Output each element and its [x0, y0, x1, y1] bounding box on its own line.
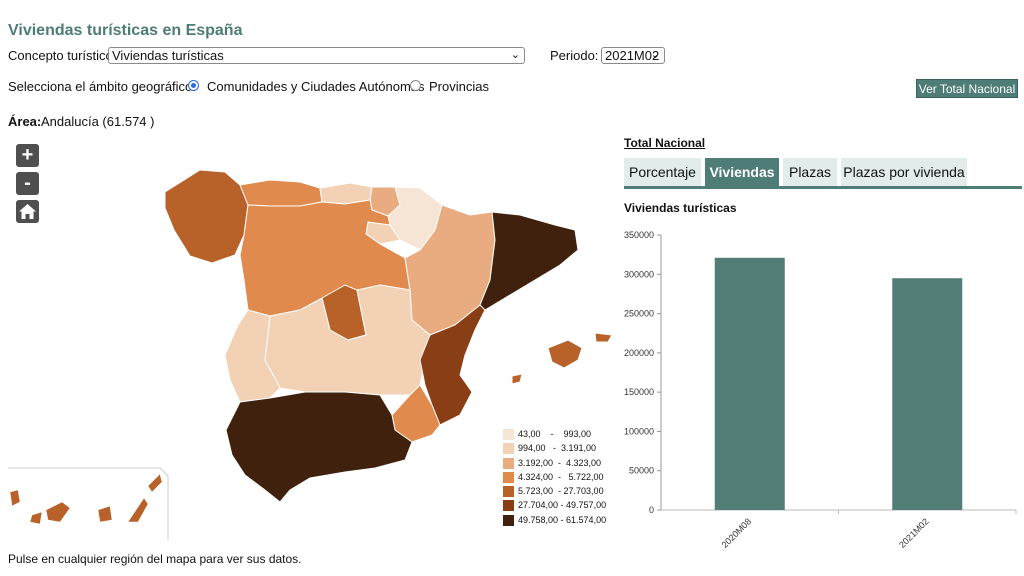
region-baleares-menorca[interactable]: [594, 332, 613, 343]
legend-swatch: [503, 514, 514, 526]
region-canarias-5[interactable]: [127, 497, 149, 523]
concept-select-value: Viviendas turísticas: [112, 48, 224, 63]
bar: [714, 257, 785, 510]
period-select-value: 2021M02: [605, 48, 660, 63]
y-tick-label: 300000: [624, 269, 654, 279]
y-tick-label: 350000: [624, 230, 654, 240]
x-tick-label: 2021M02: [897, 516, 931, 550]
legend-swatch: [503, 486, 514, 498]
legend-label: 3.192,00 - 4.323,00: [518, 457, 602, 468]
tab-plazas[interactable]: Plazas: [783, 158, 837, 186]
region-baleares[interactable]: [547, 339, 583, 369]
period-label: Periodo:: [550, 48, 599, 63]
region-canarias-3[interactable]: [45, 501, 71, 523]
canarias-inset-frame: [8, 467, 169, 540]
area-label: Área:: [8, 114, 42, 129]
legend-label: 4.324,00 - 5.722,00: [518, 471, 604, 482]
tab-viviendas[interactable]: Viviendas: [705, 158, 779, 186]
chevron-down-icon: ⌄: [510, 49, 520, 61]
map-hint-text: Pulse en cualquier región del mapa para …: [8, 552, 302, 566]
x-tick-label: 2020M08: [720, 516, 754, 550]
legend-label: 43,00 - 993,00: [518, 429, 592, 439]
spain-map: [8, 169, 613, 540]
region-galicia[interactable]: [164, 169, 249, 264]
region-canarias[interactable]: [9, 489, 21, 507]
radio-comunidades[interactable]: [188, 80, 199, 91]
chart-title: Viviendas turísticas: [624, 201, 737, 215]
legend-swatch: [503, 471, 514, 483]
radio-provincias-label[interactable]: Provincias: [429, 79, 489, 94]
y-tick-label: 100000: [624, 426, 654, 436]
y-tick-label: 200000: [624, 348, 654, 358]
y-tick-label: 250000: [624, 309, 654, 319]
region-cataluna[interactable]: [479, 211, 579, 311]
chevron-down-icon: ⌄: [650, 49, 660, 61]
radio-comunidades-label[interactable]: Comunidades y Ciudades Autónomas: [207, 79, 425, 94]
area-value: Andalucía (61.574 ): [41, 114, 155, 129]
total-nacional-title: Total Nacional: [624, 136, 706, 150]
legend-swatch: [503, 457, 514, 469]
region-canarias-6[interactable]: [147, 473, 163, 493]
zoom-out-button[interactable]: -: [16, 172, 39, 195]
legend-label: 49.758,00 - 61.574,00: [518, 514, 607, 525]
ver-total-nacional-button[interactable]: Ver Total Nacional: [916, 79, 1018, 98]
legend-label: 994,00 - 3.191,00: [518, 443, 597, 454]
legend-label: 5.723,00 - 27.703,00: [518, 486, 604, 497]
home-icon: [19, 204, 36, 219]
zoom-in-button[interactable]: +: [16, 144, 39, 167]
home-button[interactable]: [16, 200, 39, 223]
tab-porcentaje[interactable]: Porcentaje: [624, 158, 701, 186]
legend-swatch: [503, 500, 514, 512]
region-canarias-2[interactable]: [29, 511, 43, 525]
page-title: Viviendas turísticas en España: [8, 22, 243, 39]
concept-label: Concepto turístico: [8, 48, 113, 63]
y-tick-label: 0: [649, 505, 654, 515]
region-asturias[interactable]: [239, 179, 323, 207]
region-baleares-ibiza[interactable]: [511, 373, 523, 385]
region-canarias-4[interactable]: [97, 505, 113, 523]
region-navarra[interactable]: [387, 186, 443, 251]
radio-provincias[interactable]: [410, 80, 421, 91]
bar-chart: 0 50000 100000 150000 200000 250000 300000 3500…: [624, 230, 1017, 550]
concept-select[interactable]: Viviendas turísticas ⌄: [108, 47, 525, 64]
scope-label: Selecciona el ámbito geográfico:: [8, 79, 196, 94]
legend-swatch: [503, 443, 514, 455]
tab-underline: [624, 186, 1022, 189]
y-tick-label: 50000: [629, 466, 654, 476]
y-tick-label: 150000: [624, 387, 654, 397]
region-andalucia[interactable]: [225, 391, 413, 503]
period-select[interactable]: 2021M02 ⌄: [601, 47, 665, 64]
bar: [892, 278, 963, 510]
tab-plazas-por-vivienda[interactable]: Plazas por vivienda: [841, 158, 967, 186]
legend-label: 27.704,00 - 49.757,00: [518, 500, 607, 511]
legend-swatch: [503, 429, 514, 440]
